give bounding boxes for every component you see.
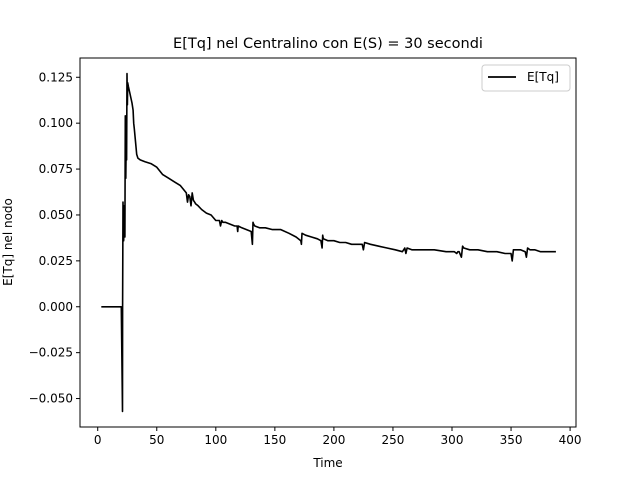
x-tick-label: 0: [94, 433, 102, 447]
chart-title: E[Tq] nel Centralino con E(S) = 30 secon…: [173, 36, 483, 52]
y-tick-label: −0.050: [29, 392, 73, 406]
legend-label: E[Tq]: [527, 70, 559, 84]
x-tick-label: 200: [322, 433, 345, 447]
x-tick-label: 50: [149, 433, 164, 447]
y-tick-label: 0.025: [39, 254, 73, 268]
y-tick-label: 0.075: [39, 162, 73, 176]
axes-frame: [79, 57, 577, 428]
y-axis-ticks: −0.050 −0.025 0.000 0.025 0.050 0.075 0.100 0.1…: [29, 70, 80, 406]
series-line: [101, 72, 556, 413]
y-tick-label: −0.025: [29, 346, 73, 360]
x-tick-label: 150: [263, 433, 286, 447]
y-tick-label: 0.100: [39, 116, 73, 130]
y-tick-label: 0.125: [39, 70, 73, 84]
x-tick-label: 300: [441, 433, 464, 447]
legend-box: [481, 64, 571, 92]
axes: [79, 57, 577, 428]
y-tick-label: 0.000: [39, 300, 73, 314]
x-tick-label: 350: [500, 433, 523, 447]
x-axis-label: Time: [312, 456, 342, 470]
x-tick-label: 100: [204, 433, 227, 447]
y-axis-label: E[Tq] nel nodo: [1, 198, 15, 286]
legend: E[Tq]: [481, 64, 571, 92]
x-tick-label: 250: [381, 433, 404, 447]
x-axis-ticks: 0 50 100 150 200 250 300 350 400: [94, 427, 582, 447]
plot-area: [101, 72, 556, 413]
y-tick-label: 0.050: [39, 208, 73, 222]
x-tick-label: 400: [559, 433, 582, 447]
